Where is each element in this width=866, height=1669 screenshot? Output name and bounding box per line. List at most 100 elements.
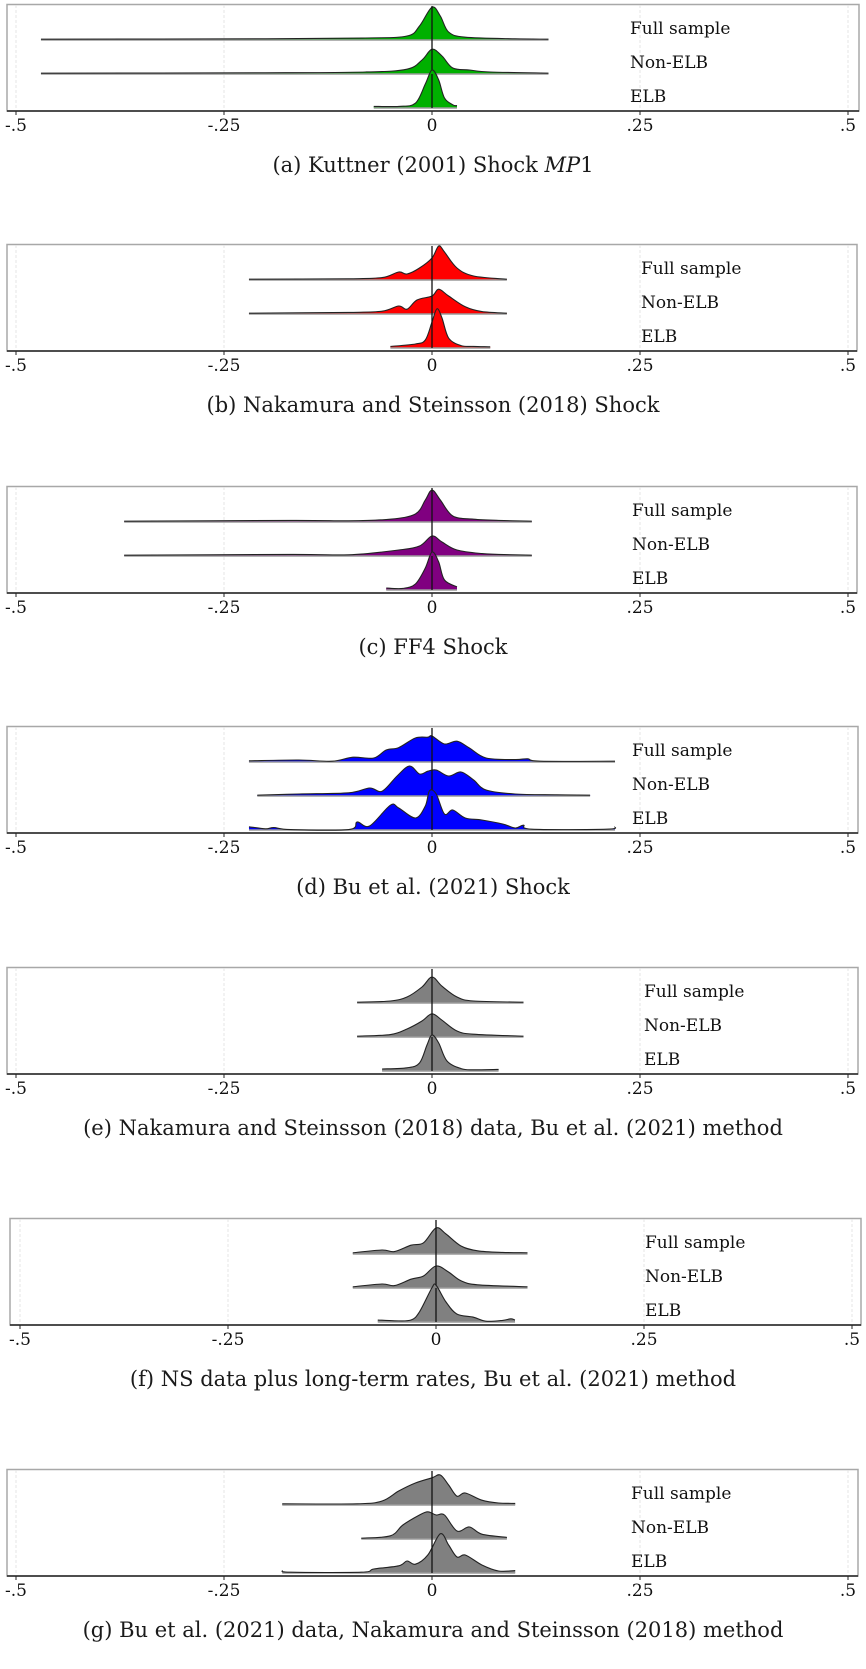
panel-e: Full sample Non-ELB ELB -.5 -.25 0 .25 .5 (e) Na… [0,966,866,1167]
ridge-non-elb [248,280,507,315]
caption-text: (f) NS data plus long-term rates, Bu et … [129,1367,737,1391]
ridge-non-elb [357,1003,524,1038]
x-tick-label: -.25 [212,1330,245,1350]
panel-caption: (a) Kuttner (2001) Shock MP1 [0,153,866,177]
row-label: Full sample [644,982,744,1002]
caption-text: (d) Bu et al. (2021) Shock [296,875,570,899]
x-tick-label: -.25 [208,838,241,858]
x-tick-label: 0 [427,838,438,858]
panel-caption: (g) Bu et al. (2021) data, Nakamura and … [0,1618,866,1642]
x-tick-label: 0 [427,1079,438,1099]
ridgeline-plot: Full sample Non-ELB ELB -.5 -.25 0 .25 .5 [5,485,858,618]
panel-d: Full sample Non-ELB ELB -.5 -.25 0 .25 .5 (d) Bu… [0,725,866,926]
x-tick-label: .25 [626,116,653,136]
ridge-full-sample [282,1471,516,1506]
x-tick-label: .5 [844,1330,860,1350]
x-tick-label: .25 [626,1079,653,1099]
ridge-full-sample [124,488,532,523]
ridge-elb [386,551,458,591]
x-tick-label: .25 [630,1330,657,1350]
ridgeline-plot: Full sample Non-ELB ELB -.5 -.25 0 .25 .5 [5,725,859,858]
panel-caption: (c) FF4 Shock [0,635,866,659]
ridgeline-plot: Full sample Non-ELB ELB -.5 -.25 0 .25 .5 [5,3,860,136]
caption-text: (a) Kuttner (2001) Shock [272,153,545,177]
ridge-elb [248,789,617,831]
row-label: ELB [630,87,666,107]
x-tick-label: -.25 [208,1079,241,1099]
x-tick-label: .25 [626,838,653,858]
panel-caption: (f) NS data plus long-term rates, Bu et … [0,1367,866,1391]
x-tick-label: -.5 [9,1330,31,1350]
row-label: Non-ELB [641,293,719,313]
ridge-elb [373,69,458,109]
row-label: Non-ELB [630,53,708,73]
row-label: Non-ELB [632,775,710,795]
caption-math: MP [544,153,581,177]
x-tick-label: -.25 [208,1581,241,1601]
caption-text: (c) FF4 Shock [358,635,508,659]
x-tick-label: 0 [427,598,438,618]
x-tick-label: .5 [840,1581,856,1601]
x-tick-label: 0 [427,116,438,136]
row-label: Non-ELB [632,535,710,555]
panel-a: Full sample Non-ELB ELB -.5 -.25 0 .25 .5 (a) Ku… [0,3,866,204]
row-label: ELB [632,809,668,829]
row-label: Non-ELB [644,1016,722,1036]
ridge-elb [382,1034,499,1072]
row-label: Full sample [645,1233,745,1253]
ridge-elb [377,1283,516,1323]
x-tick-label: 0 [427,1581,438,1601]
x-tick-label: -.25 [208,116,241,136]
ridge-non-elb [352,1254,528,1289]
panel-g: Full sample Non-ELB ELB -.5 -.25 0 .25 .5 (g) Bu… [0,1468,866,1669]
x-tick-label: .25 [626,1581,653,1601]
row-label: ELB [645,1301,681,1321]
x-tick-label: 0 [427,356,438,376]
caption-text: 1 [580,153,594,177]
panel-c: Full sample Non-ELB ELB -.5 -.25 0 .25 .5 (c) FF… [0,485,866,686]
row-label: Non-ELB [645,1267,723,1287]
ridge-elb [390,308,491,349]
row-label: Full sample [631,1484,731,1504]
panel-f: Full sample Non-ELB ELB -.5 -.25 0 .25 .5 (f) NS… [0,1217,866,1418]
x-tick-label: .5 [840,116,856,136]
panel-caption: (b) Nakamura and Steinsson (2018) Shock [0,393,866,417]
row-label: ELB [644,1050,680,1070]
x-tick-label: .5 [840,598,856,618]
x-tick-label: .25 [626,356,653,376]
row-label: Full sample [630,19,730,39]
ridgeline-plot: Full sample Non-ELB ELB -.5 -.25 0 .25 .5 [5,1468,859,1601]
ridgeline-plot: Full sample Non-ELB ELB -.5 -.25 0 .25 .5 [5,243,858,376]
ridgeline-plot: Full sample Non-ELB ELB -.5 -.25 0 .25 .5 [9,1217,862,1350]
ridgeline-plot: Full sample Non-ELB ELB -.5 -.25 0 .25 .5 [5,966,859,1099]
row-label: ELB [632,569,668,589]
x-tick-label: -.5 [5,598,27,618]
ridge-full-sample [357,969,524,1004]
x-tick-label: -.5 [5,1079,27,1099]
x-tick-label: .5 [840,356,856,376]
x-tick-label: .5 [840,1079,856,1099]
ridge-non-elb [361,1505,507,1540]
x-tick-label: -.25 [208,598,241,618]
x-tick-label: -.25 [208,356,241,376]
caption-text: (e) Nakamura and Steinsson (2018) data, … [83,1116,783,1140]
ridge-non-elb [124,522,532,557]
caption-text: (g) Bu et al. (2021) data, Nakamura and … [82,1618,784,1642]
row-label: Full sample [632,501,732,521]
ridge-non-elb [40,40,549,75]
x-tick-label: -.5 [5,838,27,858]
x-tick-label: .25 [626,598,653,618]
x-tick-label: -.5 [5,356,27,376]
row-label: ELB [641,327,677,347]
ridge-full-sample [40,6,549,41]
panel-caption: (e) Nakamura and Steinsson (2018) data, … [0,1116,866,1140]
row-label: Full sample [632,741,732,761]
panel-caption: (d) Bu et al. (2021) Shock [0,875,866,899]
panel-b: Full sample Non-ELB ELB -.5 -.25 0 .25 .5 (b) Na… [0,243,866,444]
x-tick-label: .5 [840,838,856,858]
row-label: Non-ELB [631,1518,709,1538]
caption-text: (b) Nakamura and Steinsson (2018) Shock [206,393,660,417]
x-tick-label: -.5 [5,1581,27,1601]
ridge-full-sample [248,245,507,281]
